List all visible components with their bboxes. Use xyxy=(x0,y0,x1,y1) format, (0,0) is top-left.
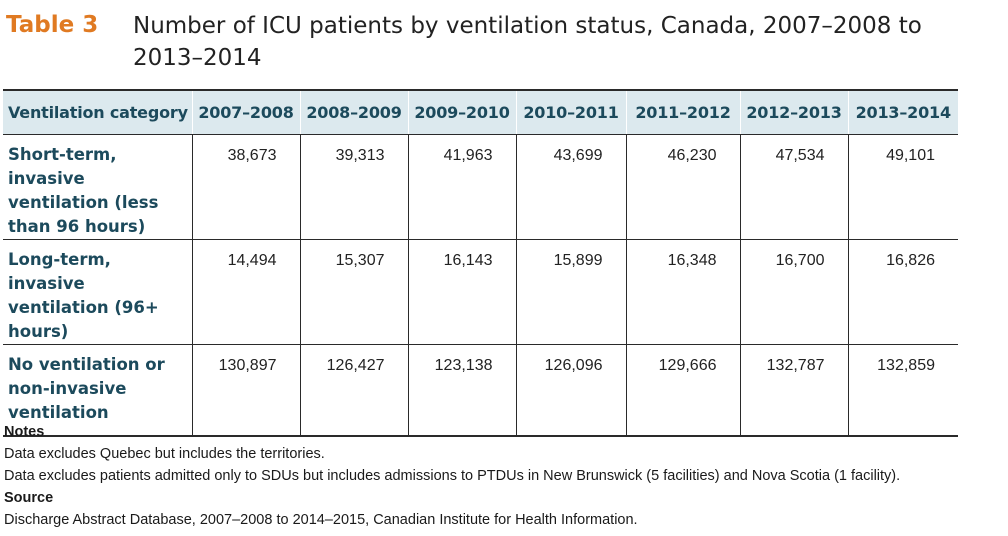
note-line: Data excludes Quebec but includes the te… xyxy=(4,446,325,462)
table-cell: 16,348 xyxy=(625,239,740,345)
table-cell: 123,138 xyxy=(407,344,516,437)
source-text: Discharge Abstract Database, 2007–2008 t… xyxy=(4,512,638,528)
column-header-category: Ventilation category xyxy=(3,89,192,135)
column-header-year: 2009–2010 xyxy=(407,89,516,135)
column-header-year: 2010–2011 xyxy=(515,89,626,135)
source-heading: Source xyxy=(4,490,54,506)
table-cell: 16,143 xyxy=(407,239,516,345)
row-label: Short-term, invasive ventilation (less t… xyxy=(3,134,192,240)
table-cell: 39,313 xyxy=(299,134,408,240)
table-cell: 41,963 xyxy=(407,134,516,240)
table-cell: 130,897 xyxy=(191,344,300,437)
table-cell: 126,096 xyxy=(515,344,626,437)
column-header-year: 2007–2008 xyxy=(191,89,300,135)
table-cell: 15,307 xyxy=(299,239,408,345)
table-footnotes: Notes Data excludes Quebec but includes … xyxy=(4,421,1004,531)
notes-heading: Notes xyxy=(4,424,45,440)
table-row: Long-term, invasive ventilation (96+ hou… xyxy=(3,239,958,345)
table-cell: 126,427 xyxy=(299,344,408,437)
table-cell: 132,787 xyxy=(739,344,848,437)
table-cell: 16,826 xyxy=(847,239,958,345)
ventilation-table: Ventilation category 2007–2008 2008–2009… xyxy=(3,89,958,437)
column-header-year: 2011–2012 xyxy=(625,89,740,135)
table-row: Short-term, invasive ventilation (less t… xyxy=(3,134,958,240)
table-cell: 14,494 xyxy=(191,239,300,345)
column-header-year: 2012–2013 xyxy=(739,89,848,135)
table-cell: 43,699 xyxy=(515,134,626,240)
table-caption: Table 3 Number of ICU patients by ventil… xyxy=(6,12,996,80)
column-header-year: 2008–2009 xyxy=(299,89,408,135)
table-cell: 132,859 xyxy=(847,344,958,437)
table-cell: 47,534 xyxy=(739,134,848,240)
table-cell: 46,230 xyxy=(625,134,740,240)
table-cell: 49,101 xyxy=(847,134,958,240)
row-label: Long-term, invasive ventilation (96+ hou… xyxy=(3,239,192,345)
table-cell: 16,700 xyxy=(739,239,848,345)
row-label: No ventilation or non-invasive ventilati… xyxy=(3,344,192,437)
table-cell: 38,673 xyxy=(191,134,300,240)
table-cell: 129,666 xyxy=(625,344,740,437)
table-title: Number of ICU patients by ventilation st… xyxy=(133,13,922,71)
column-header-year: 2013–2014 xyxy=(847,89,958,135)
table-cell: 15,899 xyxy=(515,239,626,345)
table-row: No ventilation or non-invasive ventilati… xyxy=(3,344,958,437)
table-label: Table 3 xyxy=(6,12,99,38)
note-line: Data excludes patients admitted only to … xyxy=(4,468,901,484)
table-header-row: Ventilation category 2007–2008 2008–2009… xyxy=(3,89,958,135)
